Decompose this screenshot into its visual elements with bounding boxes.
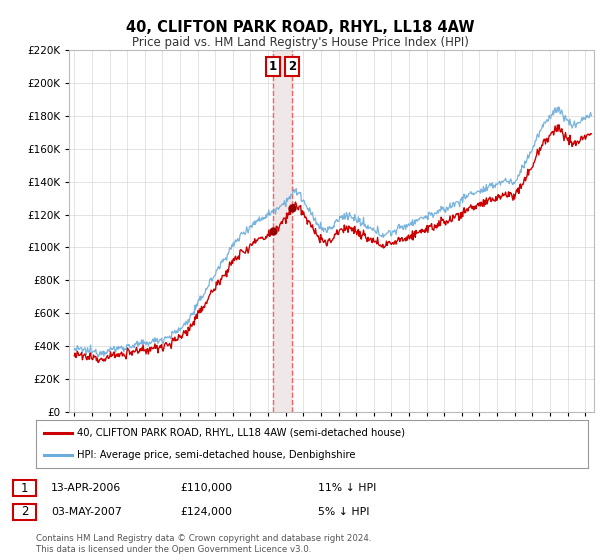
Text: 03-MAY-2007: 03-MAY-2007 — [51, 507, 122, 517]
Text: Contains HM Land Registry data © Crown copyright and database right 2024.: Contains HM Land Registry data © Crown c… — [36, 534, 371, 543]
Bar — [273, 50, 292, 412]
Text: 11% ↓ HPI: 11% ↓ HPI — [318, 483, 376, 493]
Text: 1: 1 — [21, 482, 28, 495]
Text: HPI: Average price, semi-detached house, Denbighshire: HPI: Average price, semi-detached house,… — [77, 450, 356, 460]
Text: Price paid vs. HM Land Registry's House Price Index (HPI): Price paid vs. HM Land Registry's House … — [131, 36, 469, 49]
Text: 2: 2 — [21, 505, 28, 519]
Text: This data is licensed under the Open Government Licence v3.0.: This data is licensed under the Open Gov… — [36, 545, 311, 554]
Text: 40, CLIFTON PARK ROAD, RHYL, LL18 4AW (semi-detached house): 40, CLIFTON PARK ROAD, RHYL, LL18 4AW (s… — [77, 428, 406, 438]
Text: 5% ↓ HPI: 5% ↓ HPI — [318, 507, 370, 517]
Text: 40, CLIFTON PARK ROAD, RHYL, LL18 4AW: 40, CLIFTON PARK ROAD, RHYL, LL18 4AW — [126, 20, 474, 35]
Text: 13-APR-2006: 13-APR-2006 — [51, 483, 121, 493]
Text: 1: 1 — [269, 60, 277, 73]
Text: £110,000: £110,000 — [180, 483, 232, 493]
Text: £124,000: £124,000 — [180, 507, 232, 517]
Text: 2: 2 — [288, 60, 296, 73]
